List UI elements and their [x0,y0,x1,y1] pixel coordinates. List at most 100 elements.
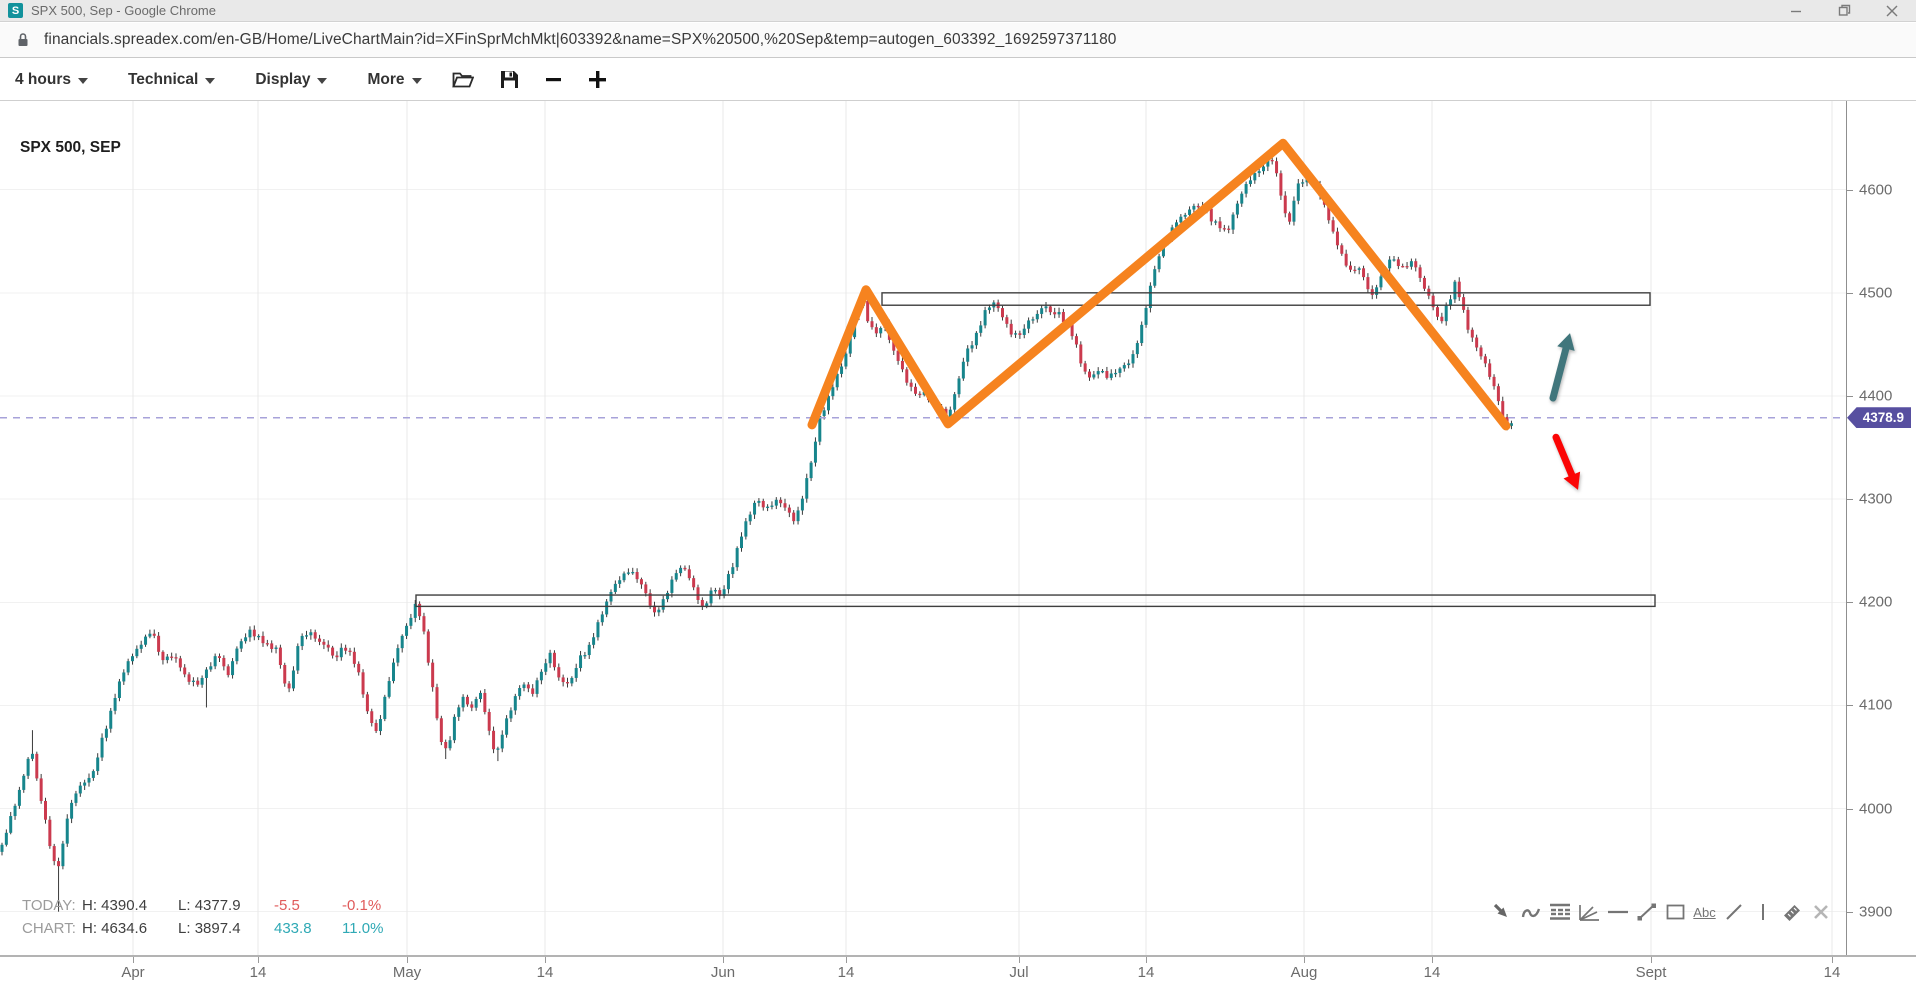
zoom-in-button[interactable] [588,70,607,89]
open-folder-button[interactable] [451,71,474,89]
today-change-pct: -0.1% [342,897,382,914]
pointer-arrow-tool[interactable] [1487,899,1516,925]
today-high: H: 4390.4 [82,897,148,914]
fan-lines-tool[interactable] [1574,899,1603,925]
trend-line-icon [1637,903,1656,921]
minimize-button[interactable] [1772,0,1820,21]
price-axis-label: 4300 [1859,490,1893,508]
price-axis-tick [1847,911,1853,913]
drawing-toolbar: Abc [1487,899,1835,925]
display-menu[interactable]: Display [255,71,328,89]
more-menu[interactable]: More [367,70,422,89]
time-axis-tick [846,957,847,963]
ruler-tool[interactable] [1777,899,1806,925]
chart-row-label: CHART: [22,920,76,937]
price-axis-tick [1847,189,1853,191]
curve-icon [1521,908,1540,918]
restore-button[interactable] [1820,0,1868,21]
support-box[interactable] [415,594,1656,608]
close-button[interactable] [1868,0,1916,21]
diagonal-line-tool[interactable] [1719,899,1748,925]
grid-table-icon [1549,903,1570,920]
up-arrow-annotation[interactable] [1549,333,1575,402]
window-title: SPX 500, Sep - Google Chrome [31,3,216,18]
resistance-box[interactable] [881,292,1651,306]
close-icon [1886,5,1898,16]
price-axis-label: 3900 [1859,903,1893,921]
technical-menu[interactable]: Technical [127,70,216,89]
time-axis-label: 14 [1823,964,1841,981]
chart-change: 433.8 [274,920,312,937]
price-axis-tick [1847,808,1853,810]
time-axis-label: Jun [710,964,736,981]
price-axis-label: 4000 [1859,800,1893,818]
time-axis-tick [1146,957,1147,963]
trend-line-tool[interactable] [1632,899,1661,925]
time-axis-label: 14 [1137,964,1155,981]
price-axis-label: 4200 [1859,593,1893,611]
delete-x-icon [1813,905,1828,919]
rectangle-tool[interactable] [1661,899,1690,925]
candlestick-plot[interactable] [0,101,1846,955]
save-icon [500,71,518,88]
trend-zigzag-annotation[interactable] [807,138,1511,431]
text-tool[interactable]: Abc [1690,899,1719,925]
horizontal-line-tool[interactable] [1603,899,1632,925]
time-axis-tick [1019,957,1020,963]
zoom-out-button[interactable] [545,71,562,88]
vertical-line-tool[interactable] [1748,899,1777,925]
window-controls [1772,0,1916,21]
plus-icon [588,71,606,88]
more-menu-label: More [367,70,405,88]
time-axis-tick [1651,957,1652,963]
time-axis-label: 14 [249,964,267,981]
ruler-icon [1783,905,1800,921]
time-axis-tick [1304,957,1305,963]
horizontal-line-icon [1607,910,1628,914]
price-axis-label: 4600 [1859,181,1893,199]
minimize-icon [1791,10,1801,12]
time-axis-label: Sept [1635,964,1667,981]
text-tool-label: Abc [1693,904,1716,920]
price-axis-label: 4400 [1859,387,1893,405]
gridlines [0,101,1846,955]
time-axis[interactable]: Apr 14 May 14 Jun 14 Jul 14 Aug 14 Sept 14 [0,955,1916,985]
price-axis[interactable]: 4600 4500 4400 4300 4200 4100 4000 3900 [1846,101,1916,955]
url-text[interactable]: financials.spreadex.com/en-GB/Home/LiveC… [44,31,1117,48]
vertical-line-icon [1761,904,1764,920]
time-axis-label: 14 [536,964,554,981]
timeframe-menu[interactable]: 4 hours [15,71,88,89]
today-row-label: TODAY: [22,897,76,914]
rectangle-icon [1666,904,1684,920]
chevron-down-icon [205,77,216,84]
save-button[interactable] [500,70,519,89]
open-folder-icon [451,72,474,87]
diagonal-line-icon [1725,904,1742,920]
chart-instrument-title: SPX 500, SEP [20,139,121,156]
time-axis-tick [1432,957,1433,963]
technical-menu-label: Technical [127,70,199,88]
current-price-tag: 4378.9 [1847,407,1911,429]
time-axis-tick [407,957,408,963]
fan-lines-icon [1578,905,1599,921]
timeframe-menu-label: 4 hours [15,70,71,88]
chevron-down-icon [411,77,422,84]
price-axis-tick [1847,499,1853,501]
time-axis-label: Apr [121,964,145,981]
today-low: L: 4377.9 [178,897,241,914]
restore-icon [1838,4,1850,16]
grid-table-tool[interactable] [1545,899,1574,925]
pointer-arrow-icon [1493,903,1507,917]
time-axis-tick [258,957,259,963]
session-stats: TODAY: H: 4390.4 L: 4377.9 -5.5 -0.1% CH… [22,894,412,940]
delete-drawing-tool[interactable] [1806,899,1835,925]
time-axis-tick [1832,957,1833,963]
time-axis-label: 14 [837,964,855,981]
chart-toolbar: 4 hours Technical Display More [0,59,1916,101]
down-arrow-annotation[interactable] [1552,433,1581,490]
time-axis-label: Aug [1290,964,1318,981]
time-axis-tick [545,957,546,963]
curve-tool[interactable] [1516,899,1545,925]
time-axis-tick [133,957,134,963]
chart-low: L: 3897.4 [178,920,241,937]
